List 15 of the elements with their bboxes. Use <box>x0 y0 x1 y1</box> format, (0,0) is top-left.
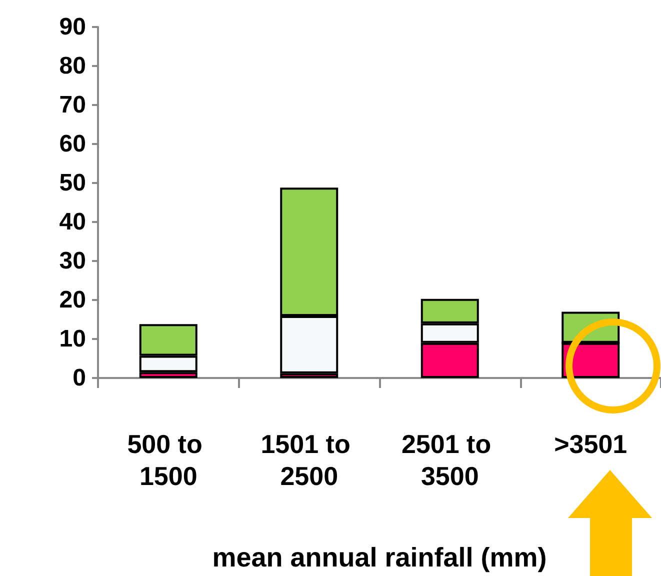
x-tick-label: 500 to 1500 <box>127 429 210 491</box>
y-tick-label: 90 <box>59 14 86 40</box>
x-tick-label: >3501 <box>554 429 628 459</box>
y-tick-label: 80 <box>59 52 86 80</box>
y-tick-label: 60 <box>59 130 86 158</box>
y-tick-label: 0 <box>72 364 86 392</box>
y-tick-label: 70 <box>59 92 86 118</box>
y-tick-label: 40 <box>59 208 86 236</box>
y-tick-label: 30 <box>59 248 86 274</box>
x-tick-label: 1501 to 2500 <box>260 429 358 491</box>
y-tick-label: 20 <box>59 286 86 314</box>
y-tick-label: 10 <box>59 326 86 352</box>
x-axis-title: mean annual rainfall (mm) <box>212 542 547 572</box>
x-tick-label: 2501 to 3500 <box>401 429 498 491</box>
y-tick-label: 50 <box>59 170 86 196</box>
